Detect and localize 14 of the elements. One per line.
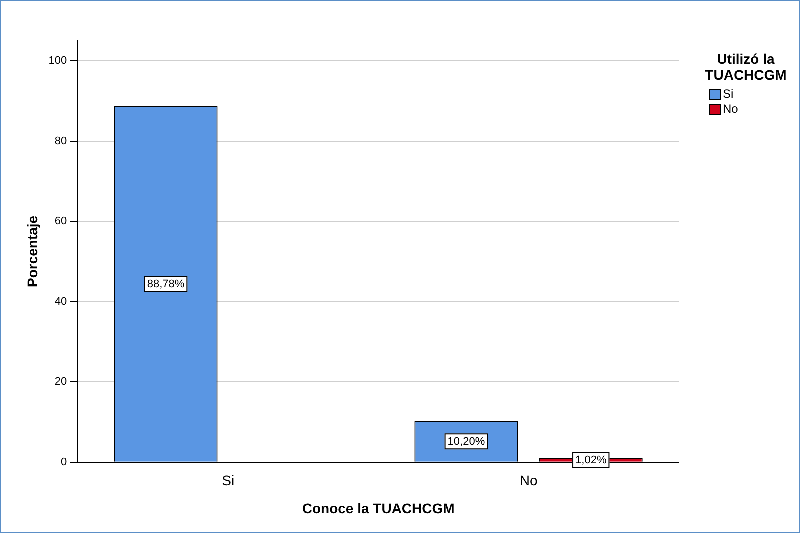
y-axis-title: Porcentaje [24,216,40,288]
y-tick-label: 80 [54,135,68,148]
y-tick-label: 0 [61,456,68,468]
data-label: 88,78% [147,278,185,291]
y-tick-label: 100 [48,55,68,68]
legend-label: Si [723,87,734,102]
x-axis-title: Conoce la TUACHCGM [302,500,455,516]
data-label: 10,20% [448,436,486,448]
legend-label: No [723,102,738,117]
y-tick-label: 60 [54,216,68,228]
y-tick-label: 40 [54,296,68,308]
legend-title: Utilizó la TUACHCGM [704,51,788,83]
data-label: 1,02% [576,454,607,467]
y-tick-label: 20 [54,376,68,388]
